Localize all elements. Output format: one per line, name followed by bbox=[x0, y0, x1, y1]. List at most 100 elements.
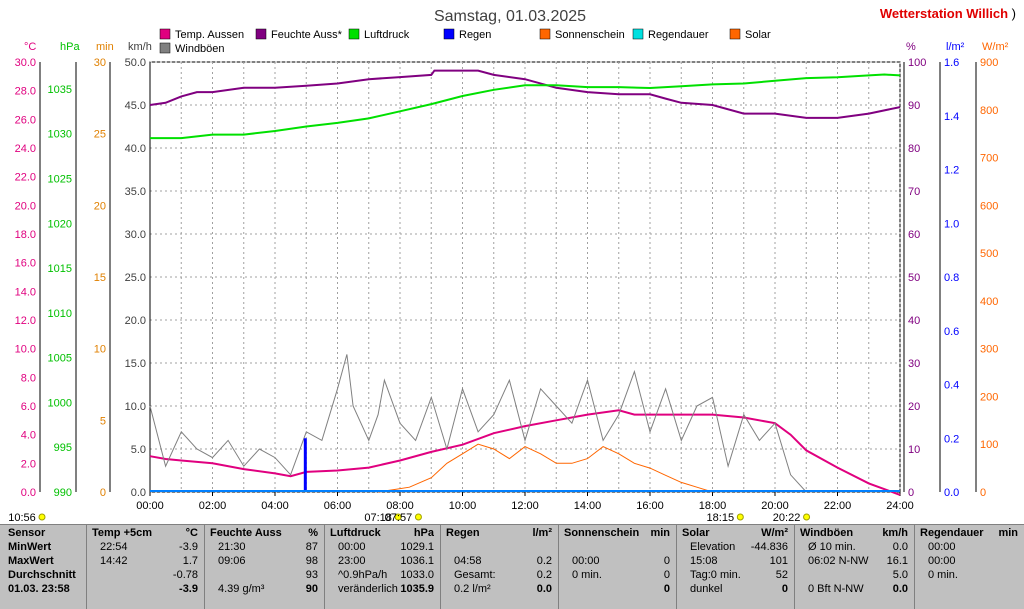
axis-tick-wind: 30.0 bbox=[125, 229, 146, 241]
cell-value: 0.0 bbox=[892, 583, 908, 595]
cell-time: 0 min. bbox=[572, 569, 602, 581]
axis-unit-pressure: hPa bbox=[60, 41, 80, 53]
axis-tick-temp: 12.0 bbox=[15, 315, 36, 327]
column-unit: km/h bbox=[882, 527, 908, 539]
column-separator bbox=[676, 525, 677, 609]
axis-tick-solar: 900 bbox=[980, 57, 998, 69]
axis-tick-pressure: 1005 bbox=[48, 353, 72, 365]
cell-time: 21:30 bbox=[218, 541, 246, 553]
cell-value: -3.9 bbox=[179, 583, 198, 595]
column-separator bbox=[440, 525, 441, 609]
axis-tick-rain: 0.2 bbox=[944, 433, 959, 445]
axis-tick-humidity: 60 bbox=[908, 229, 920, 241]
axis-tick-temp: 16.0 bbox=[15, 258, 36, 270]
row-label: 01.03. 23:58 bbox=[8, 583, 70, 595]
cell-time: 06:02 N-NW bbox=[808, 555, 869, 567]
axis-tick-pressure: 1020 bbox=[48, 218, 72, 230]
axis-tick-minutes: 0 bbox=[100, 487, 106, 499]
axis-tick-temp: 2.0 bbox=[21, 458, 36, 470]
axis-tick-temp: 10.0 bbox=[15, 344, 36, 356]
row-label: Durchschnitt bbox=[8, 569, 76, 581]
x-tick-label: 22:00 bbox=[824, 500, 852, 512]
series-line-temp-aussen bbox=[149, 409, 901, 496]
cell-value: 0 bbox=[781, 583, 788, 595]
cell-value: 87 bbox=[305, 541, 318, 553]
cell-time: ^0.9hPa/h bbox=[338, 569, 388, 581]
axis-tick-humidity: 0 bbox=[908, 487, 914, 499]
legend-label: Regendauer bbox=[648, 29, 709, 41]
axis-tick-rain: 0.4 bbox=[944, 380, 959, 392]
axis-tick-wind: 15.0 bbox=[125, 358, 146, 370]
axis-tick-wind: 10.0 bbox=[125, 401, 146, 413]
time-marker-label: 18:15 bbox=[707, 512, 735, 524]
x-tick-label: 14:00 bbox=[574, 500, 602, 512]
legend-swatch bbox=[348, 28, 360, 40]
axis-unit-minutes: min bbox=[96, 41, 114, 53]
x-tick-label: 06:00 bbox=[324, 500, 352, 512]
cell-time: 15:08 bbox=[690, 555, 718, 567]
column-unit: W/m² bbox=[761, 527, 788, 539]
cell-time: veränderlich bbox=[338, 583, 398, 595]
legend-swatch bbox=[539, 28, 551, 40]
cell-value: 101 bbox=[769, 555, 788, 567]
axis-tick-rain: 1.6 bbox=[944, 57, 959, 69]
cell-value: 0.0 bbox=[892, 541, 908, 553]
axis-tick-temp: 20.0 bbox=[15, 200, 36, 212]
cell-time: Elevation bbox=[690, 541, 736, 553]
cell-time: 14:42 bbox=[100, 555, 128, 567]
x-tick-label: 00:00 bbox=[136, 500, 164, 512]
axis-tick-pressure: 995 bbox=[54, 442, 72, 454]
x-tick-label: 02:00 bbox=[199, 500, 227, 512]
legend-swatch bbox=[159, 28, 171, 40]
axis-tick-minutes: 30 bbox=[94, 57, 106, 69]
axis-tick-solar: 200 bbox=[980, 391, 998, 403]
cell-value: -3.9 bbox=[179, 541, 198, 553]
series-line-windb-en bbox=[149, 354, 807, 493]
cell-time: 09:06 bbox=[218, 555, 246, 567]
legend-label: Regen bbox=[459, 29, 491, 41]
axis-tick-temp: 30.0 bbox=[15, 57, 36, 69]
cell-time: 23:00 bbox=[338, 555, 366, 567]
axis-tick-rain: 1.0 bbox=[944, 218, 959, 230]
axis-tick-rain: 0.0 bbox=[944, 487, 959, 499]
legend-label: Windböen bbox=[175, 43, 225, 55]
station-name: Wetterstation Willich ) bbox=[880, 6, 1016, 21]
cell-value: 1029.1 bbox=[400, 541, 434, 553]
axis-tick-wind: 0.0 bbox=[131, 487, 146, 499]
axis-unit-humidity: % bbox=[906, 41, 916, 53]
cell-value: 0.2 bbox=[536, 569, 552, 581]
cell-value: 5.0 bbox=[892, 569, 908, 581]
time-marker-label: 07:18 bbox=[364, 512, 392, 524]
column-separator bbox=[794, 525, 795, 609]
column-separator bbox=[914, 525, 915, 609]
legend-label: Sonnenschein bbox=[555, 29, 625, 41]
axis-unit-temp: °C bbox=[24, 41, 36, 53]
axis-unit-rain: l/m² bbox=[946, 41, 965, 53]
column-header: Feuchte Auss bbox=[210, 527, 282, 539]
cell-time: dunkel bbox=[690, 583, 723, 595]
column-separator bbox=[86, 525, 87, 609]
cell-value: 0.0 bbox=[536, 583, 552, 595]
cell-value: 0.2 bbox=[536, 555, 552, 567]
cell-value: 1.7 bbox=[182, 555, 198, 567]
legend-label: Temp. Aussen bbox=[175, 29, 244, 41]
axis-tick-solar: 500 bbox=[980, 248, 998, 260]
axis-tick-wind: 5.0 bbox=[131, 444, 146, 456]
axis-tick-minutes: 5 bbox=[100, 415, 106, 427]
time-marker-label: 20:22 bbox=[773, 512, 801, 524]
cell-value: 93 bbox=[305, 569, 318, 581]
axis-tick-wind: 40.0 bbox=[125, 143, 146, 155]
axis-unit-solar: W/m² bbox=[982, 41, 1009, 53]
axis-tick-pressure: 1035 bbox=[48, 84, 72, 96]
column-header: Solar bbox=[682, 527, 710, 539]
weather-chart: Samstag, 01.03.2025 Temp. Aussen Feuchte A… bbox=[8, 8, 1009, 524]
x-tick-label: 16:00 bbox=[636, 500, 664, 512]
row-label: MinWert bbox=[8, 541, 52, 553]
axis-tick-temp: 24.0 bbox=[15, 143, 36, 155]
axis-tick-temp: 0.0 bbox=[21, 487, 36, 499]
cell-time: 0.2 l/m² bbox=[454, 583, 491, 595]
cell-time: 22:54 bbox=[100, 541, 128, 553]
cell-time: 04:58 bbox=[454, 555, 482, 567]
axis-tick-pressure: 1015 bbox=[48, 263, 72, 275]
column-separator bbox=[558, 525, 559, 609]
